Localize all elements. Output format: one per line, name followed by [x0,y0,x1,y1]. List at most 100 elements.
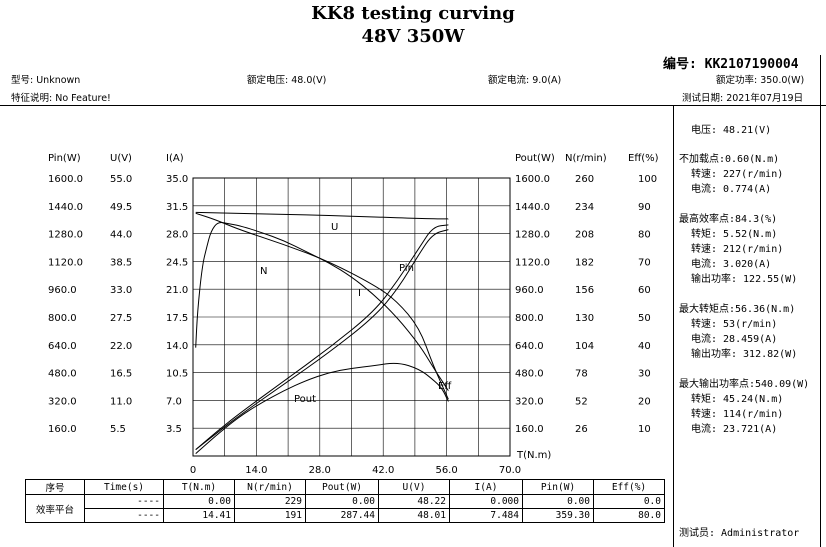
x-tick-label: 56.0 [435,465,457,476]
tick-label: 130 [575,313,594,324]
tick-label: 320.0 [515,396,544,407]
tick-label: 160.0 [515,424,544,435]
table-cell: 191 [234,508,306,523]
tick-label: 1440.0 [515,202,550,213]
table-row: 效率平台 ---- 0.00 229 0.00 48.22 0.000 0.00… [25,494,665,523]
tick-label: 480.0 [48,369,77,380]
tick-label: 11.0 [110,396,132,407]
table-header: 序号 [25,479,85,495]
noload-title: 不加载点:0.60(N.m) [679,154,780,165]
test-date: 测试日期: 2021年07月19日 [682,93,804,104]
tick-label: 1440.0 [48,202,83,213]
tick-label: 70 [638,257,651,268]
tick-label: 234 [575,202,594,213]
tick-label: 1120.0 [48,257,83,268]
axis-label: I(A) [166,153,184,164]
series-label-i: I [358,288,361,299]
table-cell: ---- [84,508,164,523]
right-panel-divider [673,105,674,547]
x-tick-label: 28.0 [309,465,331,476]
tick-label: 7.0 [166,396,182,407]
tick-label: 50 [638,313,651,324]
maxpower-title: 最大输出功率点:540.09(W) [679,379,810,390]
series-label-u: U [331,222,338,233]
tick-label: 100 [638,174,657,185]
tick-label: 1120.0 [515,257,550,268]
tick-label: 40 [638,341,651,352]
table-cell: 0.0 [593,494,665,509]
tick-label: 640.0 [48,341,77,352]
tick-label: 80 [638,230,651,241]
table-cell: 80.0 [593,508,665,523]
series-label-pout: Pout [294,394,316,405]
tick-label: 14.0 [166,341,188,352]
table-header: Pout(W) [305,479,379,495]
x-tick-label: 70.0 [499,465,521,476]
tick-label: 52 [575,396,588,407]
tick-label: 20 [638,396,651,407]
tick-label: 24.5 [166,257,188,268]
feature-label: 特征说明: No Feature! [11,93,111,104]
tick-label: 104 [575,341,594,352]
tick-label: 640.0 [515,341,544,352]
table-header: N(r/min) [234,479,306,495]
serial-number: 编号: KK2107190004 [663,57,799,72]
tick-label: 17.5 [166,313,188,324]
series-line-n [195,212,449,400]
table-cell: ---- [84,494,164,509]
table-header: I(A) [449,479,523,495]
axis-label: Eff(%) [628,153,659,164]
x-tick-label: 14.0 [245,465,267,476]
axis-label: Pout(W) [515,153,555,164]
tester-name: 测试员: Administrator [679,528,800,539]
tick-label: 5.5 [110,424,126,435]
efficiency-table: 序号 Time(s) T(N.m) N(r/min) Pout(W) U(V) … [25,479,665,523]
tick-label: 1280.0 [48,230,83,241]
maxtorque-power: 输出功率: 312.82(W) [691,349,798,360]
series-line-u [195,211,449,220]
tick-label: 55.0 [110,174,132,185]
row-label: 效率平台 [25,494,85,523]
axis-label: N(r/min) [565,153,607,164]
maxpower-current: 电流: 23.721(A) [691,424,778,435]
table-header: T(N.m) [163,479,235,495]
tick-label: 60 [638,285,651,296]
tick-label: 35.0 [166,174,188,185]
maxpower-speed: 转速: 114(r/min) [691,409,784,420]
series-line-eff [195,222,449,392]
noload-speed: 转速: 227(r/min) [691,169,784,180]
series-line-i [195,229,449,450]
x-tick-label: 0 [190,465,196,476]
table-cell: 0.000 [449,494,523,509]
tick-label: 16.5 [110,369,132,380]
table-header: Pin(W) [522,479,594,495]
tick-label: 27.5 [110,313,132,324]
x-axis-label: T(N.m) [516,450,551,461]
noload-current: 电流: 0.774(A) [691,184,772,195]
tick-label: 10.5 [166,369,188,380]
table-cell: 229 [234,494,306,509]
tick-label: 30 [638,369,651,380]
voltage-readout: 电压: 48.21(V) [691,125,772,136]
tick-label: 10 [638,424,651,435]
table-cell: 287.44 [305,508,379,523]
maxtorque-current: 电流: 28.459(A) [691,334,778,345]
tick-label: 1280.0 [515,230,550,241]
maxeff-speed: 转速: 212(r/min) [691,244,784,255]
table-cell: 0.00 [163,494,235,509]
rated-voltage: 额定电压: 48.0(V) [247,75,327,86]
maxeff-torque: 转矩: 5.52(N.m) [691,229,778,240]
table-cell: 48.01 [378,508,450,523]
tick-label: 21.0 [166,285,188,296]
series-label-eff: Eff [438,381,452,392]
maxeff-power: 输出功率: 122.55(W) [691,274,798,285]
tick-label: 156 [575,285,594,296]
axis-label: U(V) [110,153,132,164]
tick-label: 182 [575,257,594,268]
tick-label: 28.0 [166,230,188,241]
chart-subtitle: 48V 350W [361,26,465,47]
table-cell: 7.484 [449,508,523,523]
tick-label: 26 [575,424,588,435]
table-header: Time(s) [84,479,164,495]
maxtorque-title: 最大转矩点:56.36(N.m) [679,304,796,315]
